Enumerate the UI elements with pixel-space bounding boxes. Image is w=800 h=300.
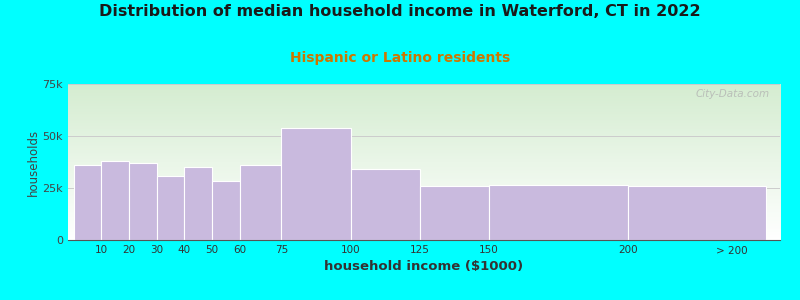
Bar [282, 128, 350, 240]
Bar [240, 165, 282, 240]
Bar [350, 169, 420, 240]
Y-axis label: households: households [26, 128, 40, 196]
Bar [102, 161, 129, 240]
Text: > 200: > 200 [716, 246, 747, 256]
Bar [628, 186, 766, 240]
Bar [420, 186, 489, 240]
Text: Hispanic or Latino residents: Hispanic or Latino residents [290, 51, 510, 65]
Bar [157, 176, 184, 240]
Bar [212, 181, 240, 240]
Text: Distribution of median household income in Waterford, CT in 2022: Distribution of median household income … [99, 4, 701, 20]
Bar [74, 165, 102, 240]
Bar [489, 185, 628, 240]
X-axis label: household income ($1000): household income ($1000) [325, 260, 523, 273]
Text: City-Data.com: City-Data.com [695, 89, 770, 99]
Bar [184, 167, 212, 240]
Bar [129, 163, 157, 240]
